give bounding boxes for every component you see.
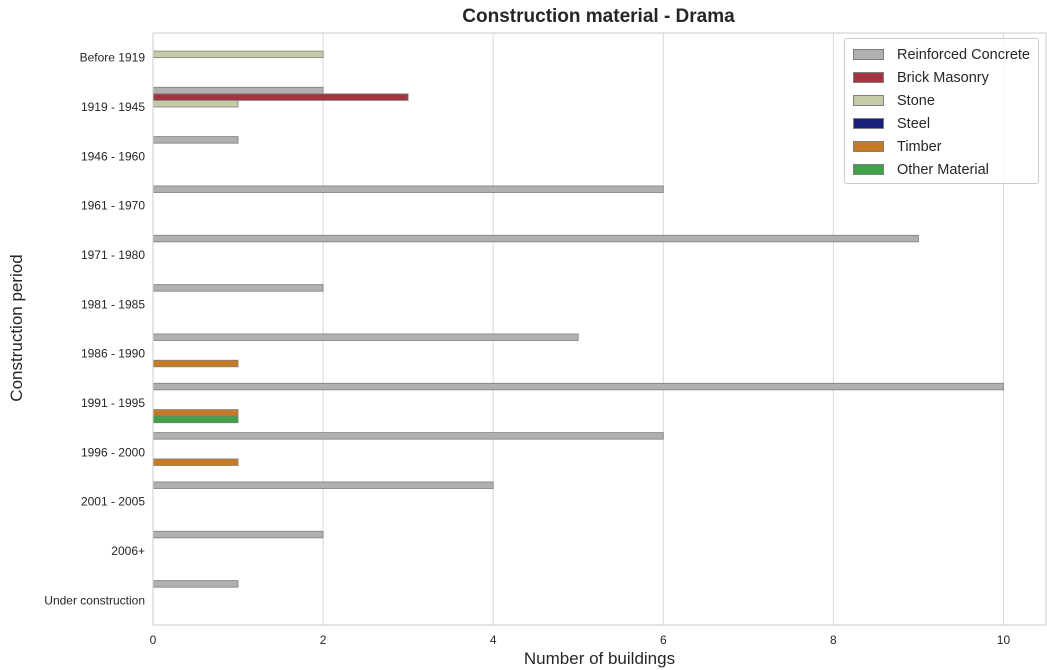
bar-other-material [152, 415, 239, 424]
x-tick-label: 8 [830, 633, 837, 647]
y-tick-label: 1919 - 1945 [81, 100, 145, 114]
legend: Reinforced Concrete Brick Masonry Stone Ste… [844, 38, 1039, 184]
bar-timber [152, 359, 239, 368]
legend-label: Reinforced Concrete [897, 46, 1030, 63]
y-tick-label: 1961 - 1970 [81, 199, 145, 213]
bar-reinforced-concrete [152, 382, 1004, 391]
y-tick-label: 1981 - 1985 [81, 297, 145, 311]
x-tick-label: 10 [997, 633, 1011, 647]
legend-label: Brick Masonry [897, 69, 989, 86]
legend-label: Timber [897, 138, 942, 155]
legend-item: Reinforced Concrete [853, 43, 1030, 66]
bar-timber [152, 409, 239, 417]
y-tick-label: 1946 - 1960 [81, 149, 145, 163]
legend-item: Steel [853, 112, 1030, 135]
x-axis-label: Number of buildings [523, 649, 676, 668]
legend-swatch [853, 164, 884, 175]
plot-frame [152, 32, 1047, 626]
legend-item: Brick Masonry [853, 66, 1030, 89]
bar-reinforced-concrete [152, 432, 664, 440]
x-tick-label: 0 [150, 633, 157, 647]
chart-title: Construction material - Drama [462, 6, 735, 27]
bar-reinforced-concrete [152, 530, 324, 539]
x-tick-label: 6 [660, 633, 667, 647]
legend-label: Other Material [897, 161, 989, 178]
bar-reinforced-concrete [152, 136, 239, 144]
legend-swatch [853, 49, 884, 60]
y-tick-label: 1986 - 1990 [81, 347, 145, 361]
bars [152, 50, 1004, 588]
y-tick-label: 2001 - 2005 [81, 495, 145, 509]
legend-item: Stone [853, 89, 1030, 112]
x-tick-label: 4 [490, 633, 497, 647]
legend-label: Stone [897, 92, 935, 109]
y-tick-label: 1996 - 2000 [81, 445, 145, 459]
y-tick-labels: Before 1919 1919 - 1945 1946 - 1960 1961 - … [44, 51, 145, 608]
bar-reinforced-concrete [152, 580, 239, 588]
bar-reinforced-concrete [152, 86, 324, 95]
y-tick-label: Under construction [44, 593, 145, 607]
bar-reinforced-concrete [152, 185, 664, 193]
y-tick-label: 1991 - 1995 [81, 396, 145, 410]
bar-reinforced-concrete [152, 234, 919, 243]
bar-stone [152, 100, 239, 108]
legend-label: Steel [897, 115, 931, 132]
y-tick-label: Before 1919 [80, 51, 146, 65]
bar-reinforced-concrete [152, 481, 494, 489]
legend-item: Timber [853, 135, 1030, 158]
bar-reinforced-concrete [152, 333, 579, 341]
legend-swatch [853, 118, 884, 129]
plot-area-border [152, 32, 1047, 626]
bar-stone [152, 50, 324, 59]
y-tick-label: 2006+ [111, 544, 145, 558]
bar-reinforced-concrete [152, 284, 324, 292]
y-tick-label: 1971 - 1980 [81, 248, 145, 262]
legend-swatch [853, 72, 884, 83]
bar-timber [152, 458, 239, 466]
legend-item: Other Material [853, 158, 1030, 181]
bar-brick-masonry [152, 93, 409, 101]
x-tick-labels: 0 2 4 6 8 10 [150, 633, 1011, 647]
y-axis-label: Construction period [7, 254, 26, 402]
legend-swatch [853, 95, 884, 106]
legend-swatch [853, 141, 884, 152]
x-tick-label: 2 [320, 633, 327, 647]
